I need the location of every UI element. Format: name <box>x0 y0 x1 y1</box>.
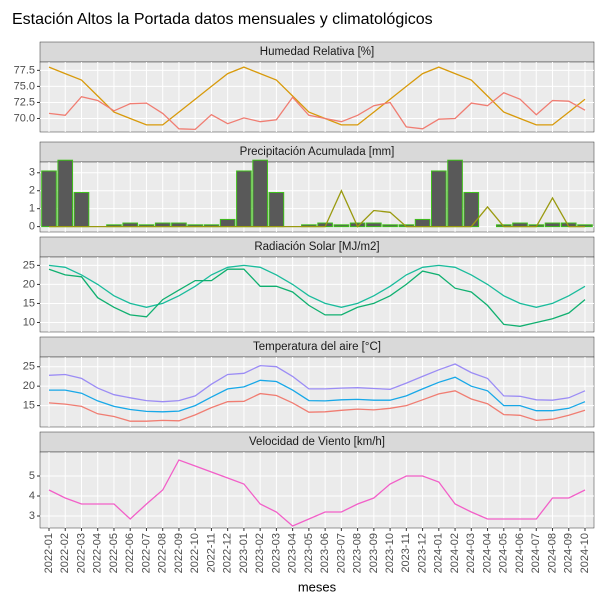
line <box>48 363 586 403</box>
bar <box>252 159 268 228</box>
bar <box>57 159 74 228</box>
x-tick-label: 2023-01 <box>238 533 250 573</box>
bar <box>333 224 350 228</box>
x-tick-label: 2023-08 <box>352 533 364 573</box>
panel-background <box>39 61 595 133</box>
y-tick-label: 5 <box>29 470 35 482</box>
x-tick-label: 2022-05 <box>108 533 120 573</box>
y-tick-label: 3 <box>29 167 35 179</box>
x-tick-label: 2022-06 <box>124 533 136 573</box>
y-tick-label: 70.0 <box>14 112 35 124</box>
x-tick-label: 2022-12 <box>222 533 234 573</box>
x-tick-label: 2023-07 <box>335 533 347 573</box>
x-tick-label: 2022-08 <box>157 533 169 573</box>
y-tick-label: 15 <box>23 297 35 309</box>
y-tick-label: 10 <box>23 316 35 328</box>
bar <box>431 170 447 228</box>
bar <box>447 159 463 228</box>
panel-background <box>39 451 595 529</box>
x-tick-label: 2022-04 <box>92 533 104 573</box>
x-tick-label: 2024-08 <box>546 533 558 573</box>
bar <box>268 192 285 228</box>
line <box>49 376 586 413</box>
line <box>49 189 585 228</box>
strip-title: Radiación Solar [MJ/m2] <box>254 241 379 253</box>
x-tick-label: 2024-05 <box>498 533 510 573</box>
x-tick-label: 2024-10 <box>579 533 591 573</box>
bar <box>366 222 382 228</box>
x-tick-label: 2023-10 <box>384 533 396 573</box>
x-tick-label: 2024-09 <box>563 533 575 573</box>
x-tick-label: 2023-05 <box>303 533 315 573</box>
x-tick-label: 2023-03 <box>270 533 282 573</box>
bar <box>73 192 90 228</box>
x-tick-label: 2022-03 <box>75 533 87 573</box>
strip-title: Velocidad de Viento [km/h] <box>249 436 385 448</box>
bar <box>414 218 431 228</box>
bar <box>382 224 398 228</box>
bar <box>544 222 561 228</box>
strip-title: Temperatura del aire [°C] <box>253 341 381 353</box>
x-tick-label: 2023-04 <box>287 533 299 573</box>
y-tick-label: 25 <box>23 361 35 373</box>
line <box>48 390 586 422</box>
y-tick-label: 1 <box>29 203 35 215</box>
y-tick-label: 4 <box>29 490 35 502</box>
bar <box>236 170 252 228</box>
line <box>48 66 586 126</box>
x-tick-label: 2022-01 <box>43 533 55 573</box>
line <box>48 92 586 131</box>
panel-background <box>39 161 595 233</box>
line <box>48 459 586 527</box>
y-tick-label: 77.5 <box>14 64 35 76</box>
x-tick-label: 2023-02 <box>254 533 266 573</box>
y-tick-label: 2 <box>29 185 35 197</box>
bar <box>463 192 480 228</box>
panel-background <box>39 356 595 428</box>
bar <box>219 218 236 228</box>
y-tick-label: 75.0 <box>14 80 35 92</box>
strip-title: Precipitación Acumulada [mm] <box>240 146 395 158</box>
y-tick-label: 0 <box>29 221 35 233</box>
x-tick-label: 2022-11 <box>205 533 217 573</box>
x-tick-label: 2022-02 <box>59 533 71 573</box>
x-tick-label: 2022-07 <box>140 533 152 573</box>
bar <box>41 170 57 228</box>
y-tick-label: 20 <box>23 278 35 290</box>
x-tick-label: 2023-06 <box>319 533 331 573</box>
strip-title: Humedad Relativa [%] <box>260 46 374 58</box>
y-tick-label: 15 <box>23 400 35 412</box>
y-tick-label: 25 <box>23 259 35 271</box>
y-tick-label: 3 <box>29 510 35 522</box>
x-tick-label: 2023-12 <box>416 533 428 573</box>
x-tick-label: 2024-06 <box>514 533 526 573</box>
line <box>48 268 586 327</box>
x-tick-label: 2024-03 <box>465 533 477 573</box>
x-axis-title: meses <box>298 579 337 594</box>
chart-title: Estación Altos la Portada datos mensuale… <box>12 11 433 28</box>
x-tick-label: 2024-07 <box>530 533 542 573</box>
y-tick-label: 72.5 <box>14 96 35 108</box>
x-tick-label: 2024-01 <box>433 533 445 573</box>
x-tick-label: 2024-02 <box>449 533 461 573</box>
line <box>48 264 586 308</box>
panel-background <box>39 256 595 333</box>
x-tick-label: 2024-04 <box>481 533 493 573</box>
y-tick-label: 20 <box>23 380 35 392</box>
x-tick-label: 2023-11 <box>400 533 412 573</box>
x-tick-label: 2023-09 <box>368 533 380 573</box>
x-tick-label: 2022-09 <box>173 533 185 573</box>
x-tick-label: 2022-10 <box>189 533 201 573</box>
